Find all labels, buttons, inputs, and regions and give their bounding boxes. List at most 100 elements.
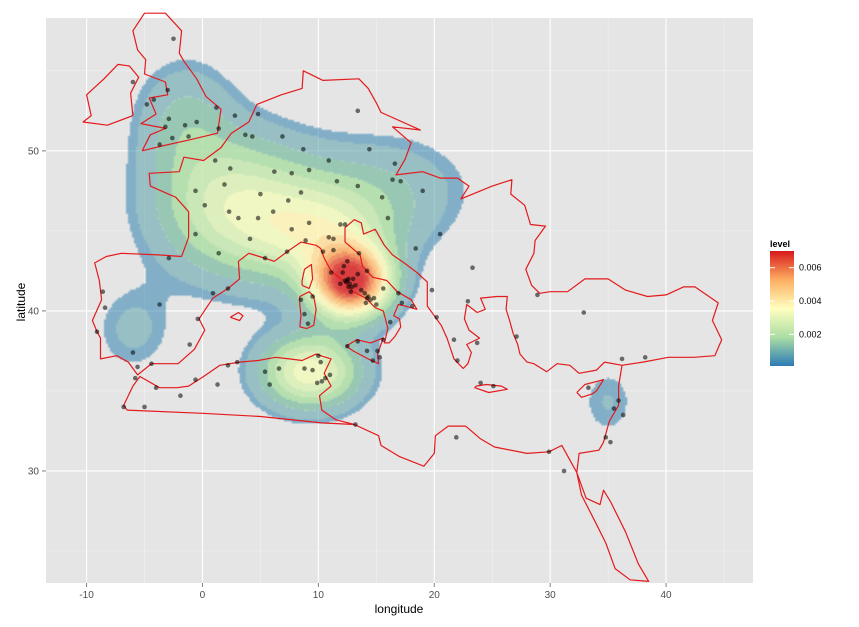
location-point <box>232 113 238 118</box>
location-point <box>399 300 405 306</box>
location-point <box>355 271 361 277</box>
location-point <box>367 146 372 152</box>
location-point <box>214 105 219 110</box>
location-point <box>429 287 435 293</box>
location-point <box>303 238 308 243</box>
location-point <box>586 385 591 391</box>
location-point <box>377 355 383 360</box>
location-point <box>328 270 334 275</box>
x-axis: -10 0 10 20 30 40 <box>79 583 672 601</box>
location-point <box>353 422 358 427</box>
location-point <box>616 398 621 403</box>
y-tick-label: 40 <box>28 306 40 317</box>
location-point <box>331 247 336 253</box>
coast-sardinia <box>299 291 317 330</box>
location-point <box>642 355 648 360</box>
location-point <box>130 350 136 355</box>
x-tick-label: -10 <box>79 590 94 601</box>
location-point <box>149 361 154 367</box>
coast-britain <box>132 12 222 152</box>
location-point <box>298 297 304 302</box>
x-tick-label: 30 <box>545 590 557 601</box>
location-point <box>284 249 290 254</box>
location-point <box>289 170 295 176</box>
location-point <box>363 300 369 306</box>
location-point <box>236 215 241 221</box>
location-point <box>186 134 191 139</box>
legend-title: level <box>770 239 790 249</box>
location-point <box>151 97 157 102</box>
coast-balearic <box>229 311 244 322</box>
location-point <box>385 215 391 221</box>
location-point <box>310 294 315 299</box>
location-point <box>193 377 198 383</box>
location-point <box>364 268 370 274</box>
location-point <box>210 290 216 296</box>
location-point <box>470 265 475 270</box>
x-tick-label: 20 <box>429 590 441 601</box>
density-contours <box>46 18 753 583</box>
legend: level 0.002 0.004 0.006 <box>770 239 822 366</box>
coast-corsica <box>301 263 314 290</box>
location-point <box>340 270 346 275</box>
location-point <box>182 122 188 128</box>
coast-ireland <box>82 63 140 126</box>
coast-continent <box>123 70 723 582</box>
location-point <box>272 169 277 174</box>
legend-tick-label: 0.004 <box>799 296 822 306</box>
y-axis-title: latitude <box>14 282 28 321</box>
location-point <box>132 375 138 381</box>
location-point <box>334 178 340 184</box>
legend-tick-label: 0.006 <box>799 263 822 273</box>
location-point <box>225 363 231 368</box>
location-point <box>375 348 380 354</box>
location-point <box>345 258 350 264</box>
coast-crete <box>474 383 508 394</box>
location-point <box>327 372 333 378</box>
location-point <box>247 236 253 242</box>
location-point <box>390 177 395 182</box>
location-point <box>465 299 471 304</box>
location-point <box>323 375 328 381</box>
location-point <box>348 289 354 294</box>
location-point <box>603 435 609 440</box>
location-point <box>561 468 567 474</box>
location-point <box>187 342 193 347</box>
location-point <box>306 167 312 173</box>
location-point <box>258 191 263 197</box>
y-tick-label: 30 <box>28 466 40 477</box>
location-point <box>326 234 332 240</box>
location-point <box>474 340 480 346</box>
location-point <box>380 286 386 291</box>
location-point <box>370 358 376 363</box>
location-point <box>262 255 268 261</box>
y-tick-label: 50 <box>28 146 40 157</box>
location-point <box>166 255 172 261</box>
location-point <box>356 250 362 256</box>
density-fill <box>46 18 753 583</box>
location-point <box>202 202 208 208</box>
location-point <box>420 188 425 194</box>
location-point <box>170 135 175 141</box>
coast-sicily <box>345 337 384 365</box>
location-point <box>193 188 198 194</box>
location-point <box>341 263 347 269</box>
location-point <box>305 321 311 327</box>
x-tick-label: 40 <box>661 590 673 601</box>
location-point <box>226 209 232 214</box>
location-point <box>364 348 370 354</box>
location-point <box>316 353 321 359</box>
x-axis-title: longitude <box>375 602 424 616</box>
legend-colorbar <box>770 251 794 366</box>
location-point <box>280 134 285 139</box>
location-point <box>289 226 295 232</box>
location-point <box>285 198 291 203</box>
location-point <box>314 380 320 386</box>
legend-ticks: 0.002 0.004 0.006 <box>770 263 822 339</box>
location-point <box>374 302 379 307</box>
location-point <box>342 222 348 227</box>
location-point <box>387 319 393 325</box>
location-point <box>306 220 312 226</box>
location-point <box>165 87 170 93</box>
